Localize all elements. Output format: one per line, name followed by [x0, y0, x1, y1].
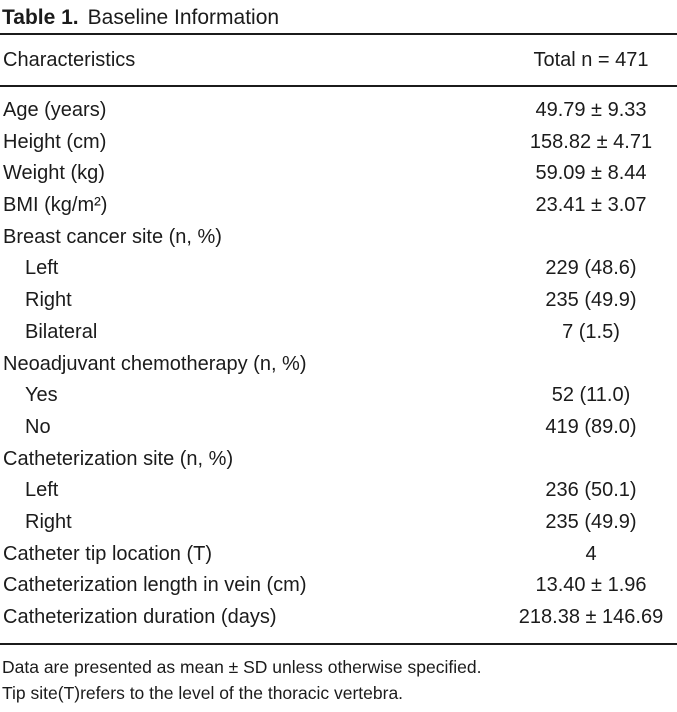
- table-row: Age (years) 49.79 ± 9.33: [0, 95, 677, 127]
- table-row: No 419 (89.0): [0, 412, 677, 444]
- row-label: No: [25, 415, 51, 438]
- table-number: Table 1.: [2, 6, 79, 29]
- table-row: Catheterization site (n, %): [0, 444, 677, 476]
- row-value: [505, 349, 677, 381]
- row-label: Neoadjuvant chemotherapy (n, %): [3, 352, 307, 375]
- table-row: BMI (kg/m²) 23.41 ± 3.07: [0, 190, 677, 222]
- footnote-mean-sd: Data are presented as mean ± SD unless o…: [2, 656, 482, 677]
- table-row: Neoadjuvant chemotherapy (n, %): [0, 349, 677, 381]
- table-row: Catheterization duration (days) 218.38 ±…: [0, 602, 677, 634]
- row-value: 236 (50.1): [545, 479, 637, 502]
- row-label: Weight (kg): [3, 162, 105, 185]
- header-rule: [0, 85, 677, 87]
- row-value: 419 (89.0): [545, 415, 637, 438]
- row-label: Height (cm): [3, 130, 107, 153]
- column-header-total: Total n = 471: [533, 48, 649, 71]
- table-row: Right 235 (49.9): [0, 507, 677, 539]
- table-title: Table 1. Baseline Information: [0, 0, 677, 33]
- table-row: Right 235 (49.9): [0, 285, 677, 317]
- table-row: Breast cancer site (n, %): [0, 222, 677, 254]
- row-label: Breast cancer site (n, %): [3, 225, 222, 248]
- table-row: Catheter tip location (T) 4: [0, 539, 677, 571]
- table-footnotes: Data are presented as mean ± SD unless o…: [0, 645, 677, 706]
- row-label: Left: [25, 257, 59, 280]
- bottom-rule: [0, 642, 677, 645]
- row-value: 13.40 ± 1.96: [535, 574, 647, 597]
- table-row: Left 236 (50.1): [0, 475, 677, 507]
- row-label: Catheterization duration (days): [3, 606, 277, 628]
- row-value: 235 (49.9): [545, 510, 637, 533]
- row-value: 59.09 ± 8.44: [535, 162, 647, 185]
- row-value: 4: [585, 542, 597, 565]
- table-row: Yes 52 (11.0): [0, 380, 677, 412]
- row-value: [505, 444, 677, 476]
- row-label: Right: [25, 289, 72, 312]
- row-value: [505, 222, 677, 254]
- row-label: Right: [25, 510, 72, 533]
- footnote-tip-site: Tip site(T)refers to the level of the th…: [2, 682, 404, 703]
- row-label: Catheter tip location (T): [3, 542, 212, 565]
- table-row: Height (cm) 158.82 ± 4.71: [0, 127, 677, 159]
- table-header-row: Characteristics Total n = 471: [0, 35, 677, 85]
- column-header-characteristics: Characteristics: [3, 48, 136, 71]
- table-row: Catheterization length in vein (cm) 13.4…: [0, 570, 677, 602]
- table-body: Age (years) 49.79 ± 9.33 Height (cm) 158…: [0, 87, 677, 643]
- row-label: Left: [25, 479, 59, 502]
- row-value: 52 (11.0): [551, 384, 631, 407]
- row-label: Bilateral: [25, 320, 98, 343]
- row-value: 49.79 ± 9.33: [535, 99, 647, 121]
- row-label: Catheterization site (n, %): [3, 447, 234, 470]
- table-title-text: Baseline Information: [87, 6, 280, 29]
- row-label: Catheterization length in vein (cm): [3, 574, 307, 597]
- row-value: 7 (1.5): [562, 320, 620, 343]
- row-value: 229 (48.6): [545, 257, 637, 280]
- row-label: Yes: [25, 384, 58, 407]
- row-value: 218.38 ± 146.69: [518, 606, 664, 628]
- row-value: 235 (49.9): [545, 289, 637, 312]
- row-label: BMI (kg/m²): [3, 194, 108, 217]
- row-value: 23.41 ± 3.07: [535, 194, 647, 217]
- row-value: 158.82 ± 4.71: [529, 130, 653, 153]
- table-row: Left 229 (48.6): [0, 253, 677, 285]
- top-rule: [0, 33, 677, 35]
- table-row: Bilateral 7 (1.5): [0, 317, 677, 349]
- row-label: Age (years): [3, 99, 107, 121]
- table-row: Weight (kg) 59.09 ± 8.44: [0, 158, 677, 190]
